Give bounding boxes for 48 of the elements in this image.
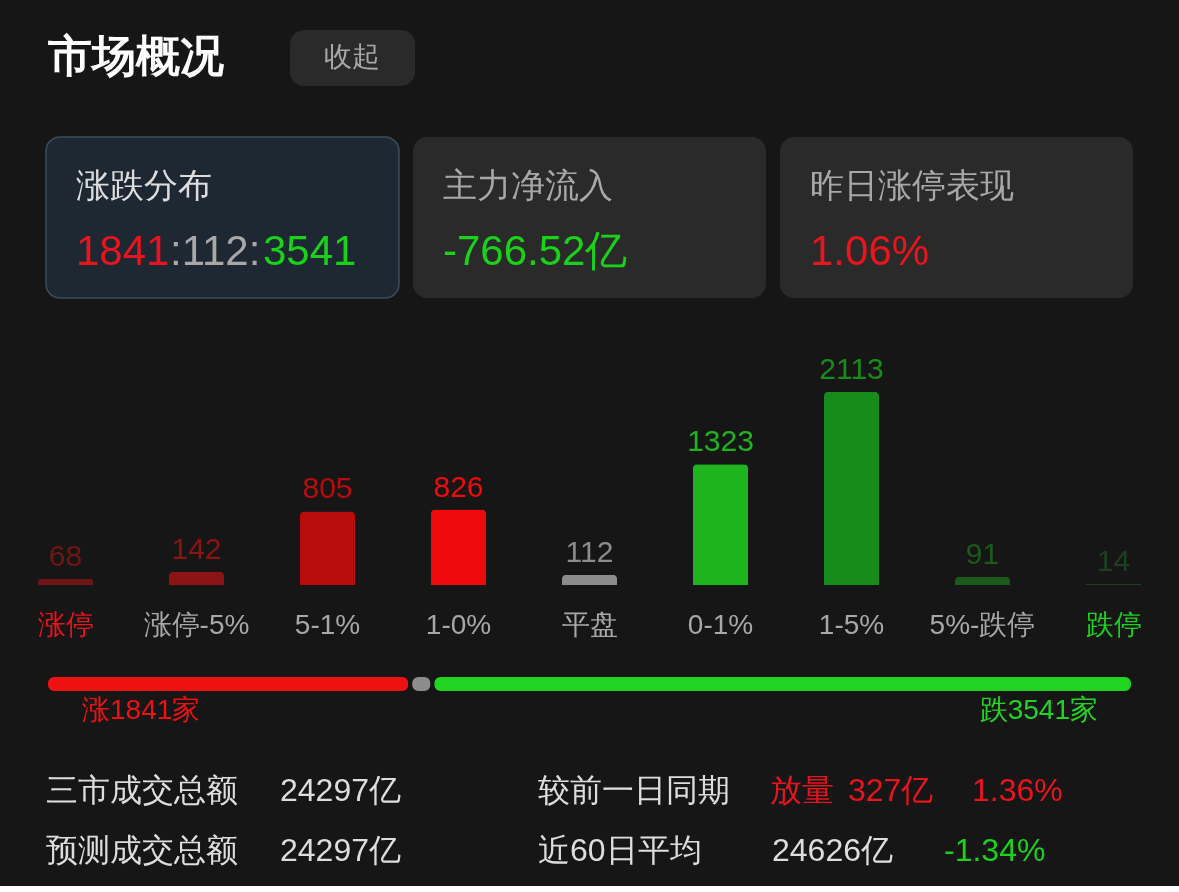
x-tick-label: 5-1% xyxy=(294,608,361,640)
text: 预测成交总额 xyxy=(46,832,238,868)
bar xyxy=(692,464,749,585)
text: 1.36% xyxy=(972,772,1063,808)
x-tick-label: 涨停 xyxy=(37,608,94,640)
text: 放量 xyxy=(770,772,834,808)
bar xyxy=(168,572,225,585)
bar xyxy=(954,576,1011,585)
data-label: 91 xyxy=(965,536,1000,570)
x-tick-label: 平盘 xyxy=(561,608,618,640)
text: 涨跌分布 xyxy=(76,166,212,204)
data-label: 805 xyxy=(302,471,353,505)
x-tick-label: 跌停 xyxy=(1085,608,1142,640)
x-tick-label: 1-0% xyxy=(425,608,492,640)
data-label: 1323 xyxy=(687,424,754,458)
data-label: 跌3541家 xyxy=(979,694,1098,725)
text: 较前一日同期 xyxy=(538,772,730,808)
text: 近60日平均 xyxy=(538,832,702,868)
bar xyxy=(299,511,356,585)
text: -766.52亿 xyxy=(443,227,628,274)
text: 三市成交总额 xyxy=(46,772,238,808)
text: 昨日涨停表现 xyxy=(810,166,1014,204)
data-label: 826 xyxy=(433,469,484,503)
bar xyxy=(561,574,618,585)
text: 24297亿 xyxy=(280,832,401,868)
data-label: 142 xyxy=(171,532,222,566)
text: 24297亿 xyxy=(280,772,401,808)
bar xyxy=(823,392,880,585)
text: 24626亿 xyxy=(772,832,893,868)
x-tick-label: 涨停-5% xyxy=(143,608,250,640)
x-tick-label: 0-1% xyxy=(687,608,754,640)
data-label: 68 xyxy=(48,538,83,572)
x-tick-label: 5%-跌停 xyxy=(929,608,1036,640)
text: 327亿 xyxy=(848,772,934,808)
text: 主力净流入 xyxy=(443,166,613,204)
data-label: 涨1841家 xyxy=(82,694,201,725)
text: -1.34% xyxy=(944,832,1046,868)
data-label: 2113 xyxy=(819,352,884,385)
data-label: 112 xyxy=(565,534,614,568)
text: 市场概况 xyxy=(48,31,224,80)
x-tick-label: 1-5% xyxy=(818,608,885,640)
bar xyxy=(37,578,94,585)
text: 1.06% xyxy=(810,227,930,274)
text: 3541 xyxy=(263,227,357,274)
bar xyxy=(430,509,487,585)
text: 1841 xyxy=(76,227,170,274)
text: 收起 xyxy=(324,41,380,72)
text: :112: xyxy=(170,227,261,274)
